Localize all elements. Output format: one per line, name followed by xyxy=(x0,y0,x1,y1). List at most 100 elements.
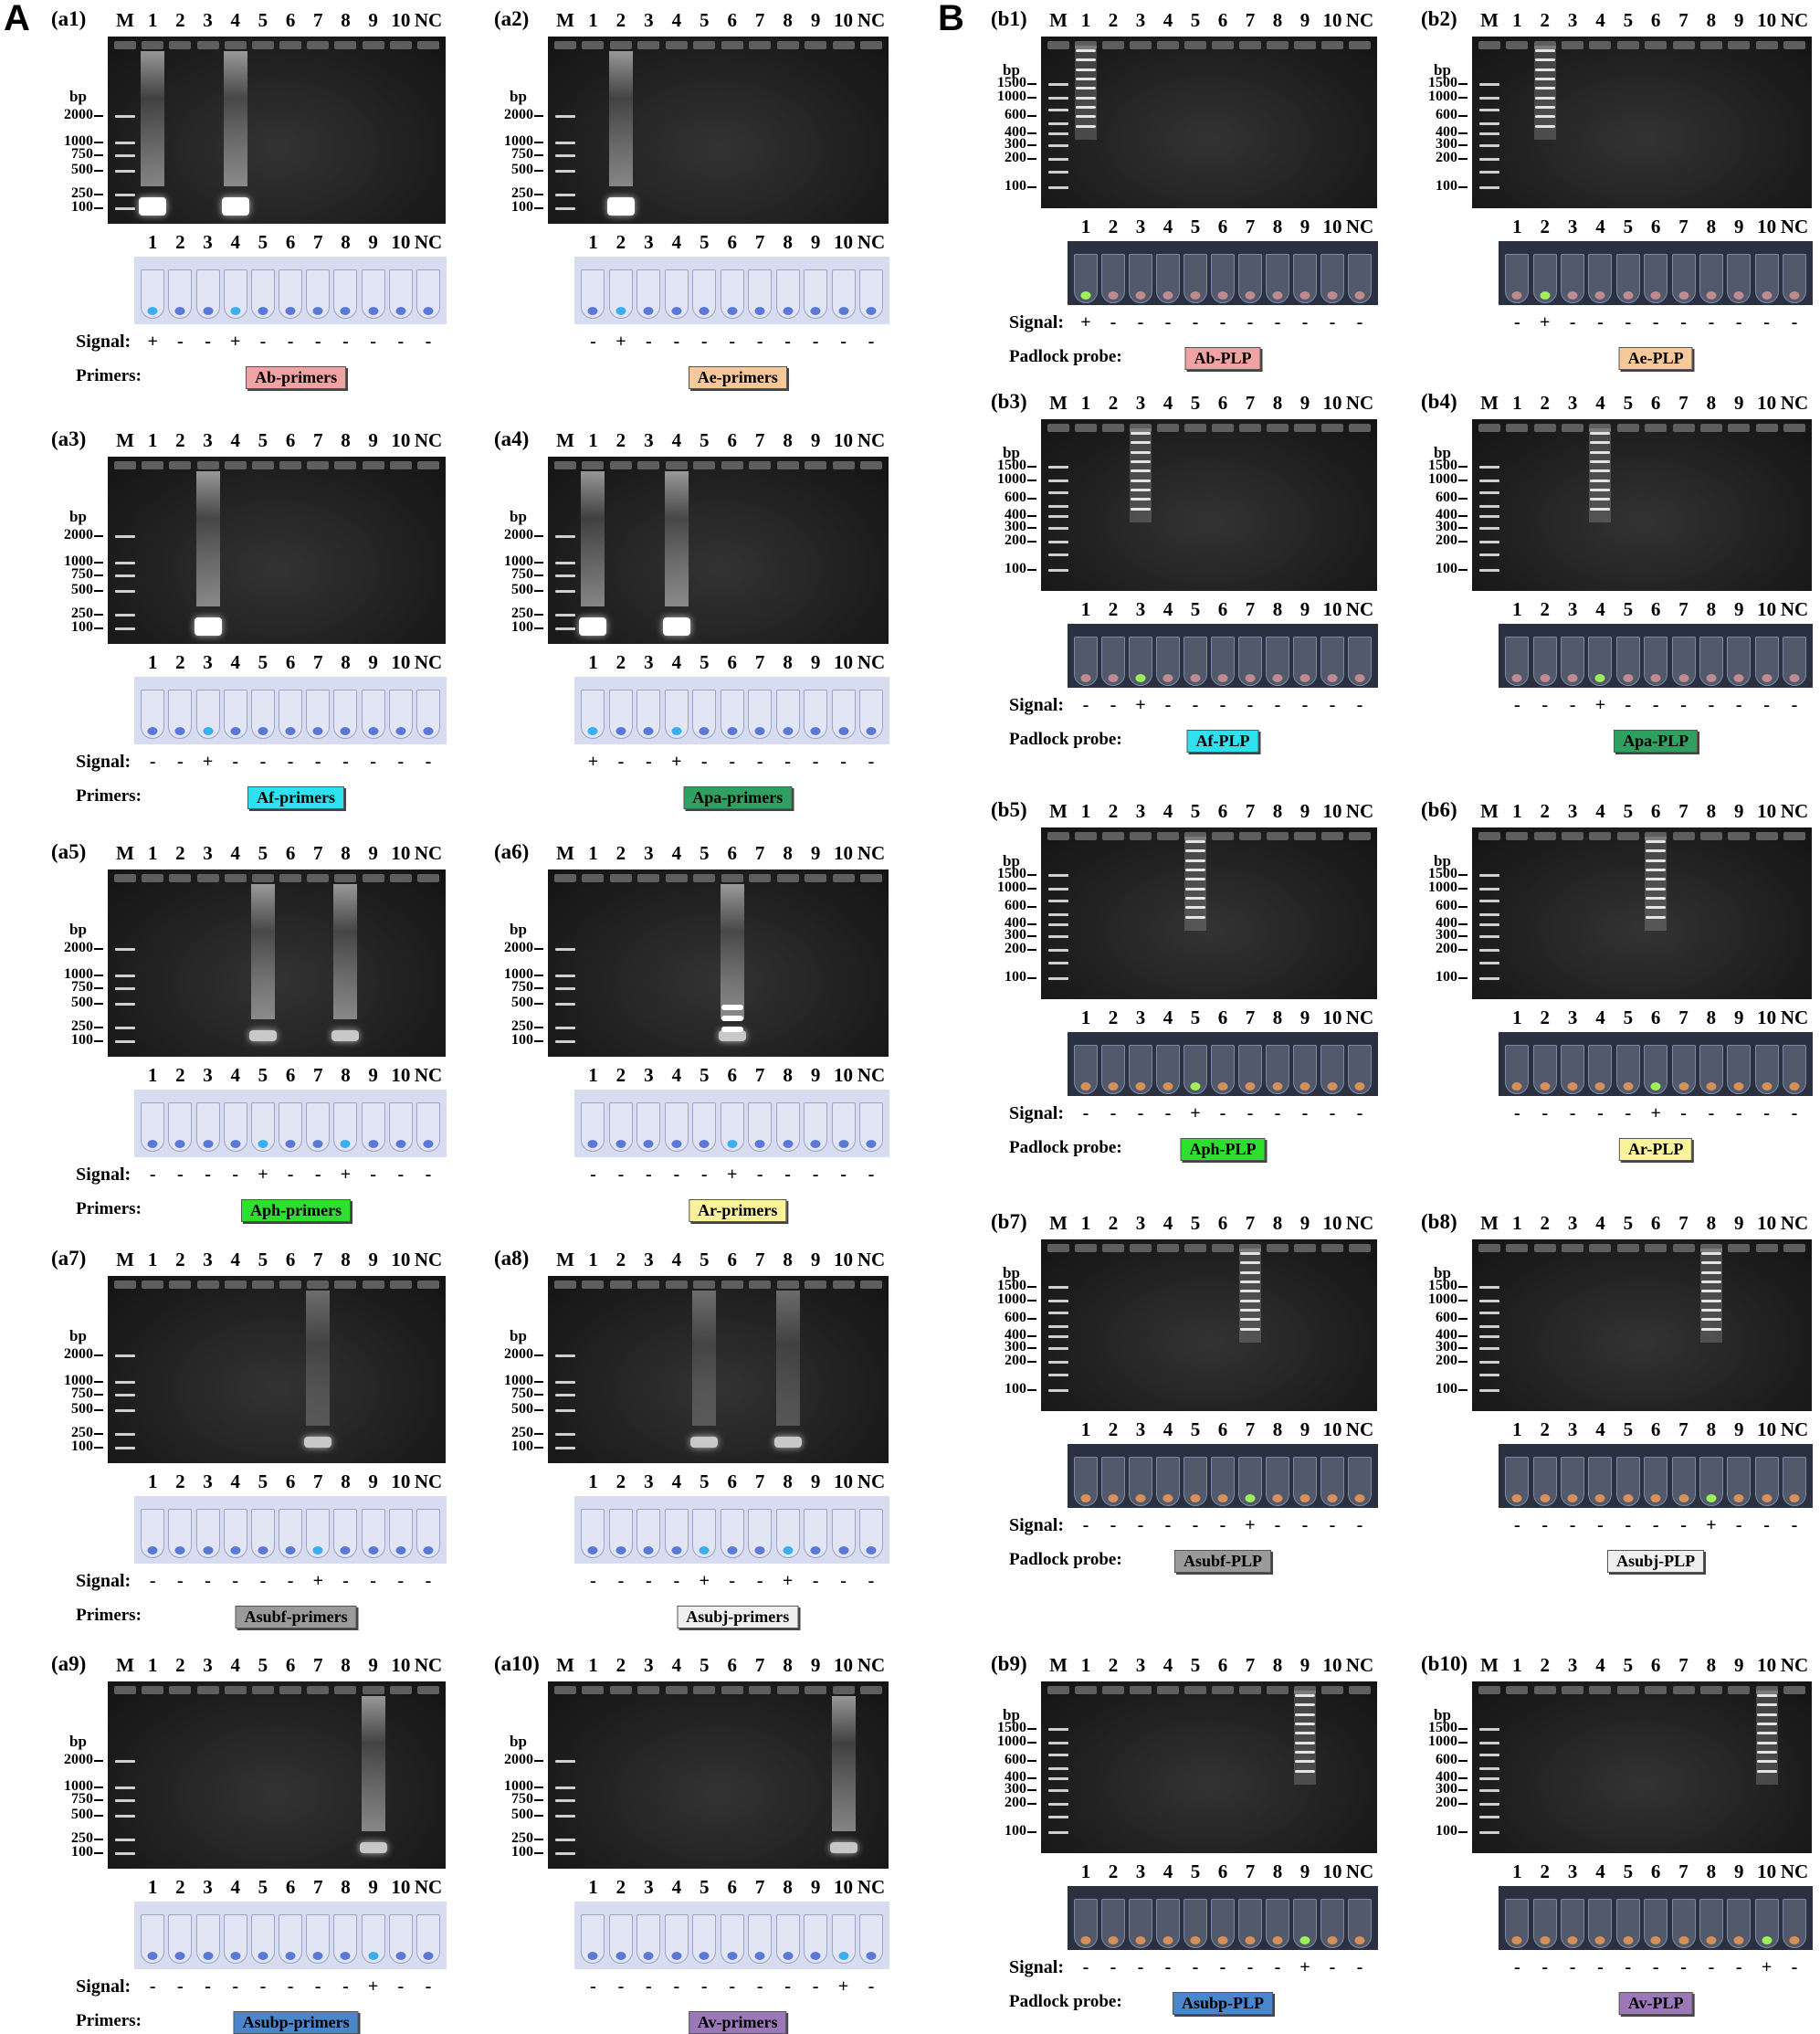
panel-a3-signal-value: - xyxy=(287,752,294,772)
panel-b2-signal-value: - xyxy=(1735,312,1742,332)
panel-b1-tube-photo xyxy=(1068,241,1378,305)
panel-a4-signal-value: - xyxy=(812,752,819,772)
panel-a2-tube-lane-label: 1 xyxy=(588,231,598,253)
panel-b10-tube-lane-label: 4 xyxy=(1595,1860,1605,1882)
tube-solution xyxy=(368,307,379,315)
ladder-band xyxy=(1479,479,1499,482)
gel-well xyxy=(251,1280,274,1289)
panel-b4-lane-label: 3 xyxy=(1567,392,1578,414)
panel-b7-lane-label: NC xyxy=(1345,1212,1374,1234)
panel-a2-tube-lane-label: 5 xyxy=(700,231,710,253)
panel-b9-lane-label: M xyxy=(1049,1654,1068,1676)
ladder-band xyxy=(1479,515,1499,519)
tube-solution xyxy=(1567,1936,1578,1944)
tube xyxy=(333,269,358,319)
tube-solution xyxy=(1623,1936,1634,1944)
tube xyxy=(804,690,828,739)
tube-solution xyxy=(1354,674,1365,682)
marker-tick xyxy=(1027,465,1036,468)
panel-b2-gel-image xyxy=(1472,37,1812,208)
panel-b8-signal-value: - xyxy=(1514,1515,1520,1535)
panel-b1-signal-value: + xyxy=(1080,312,1091,332)
tube-solution xyxy=(810,307,821,315)
gel-well xyxy=(1102,832,1124,840)
panel-b8-tube-lane-label: 4 xyxy=(1595,1418,1605,1440)
marker-tick xyxy=(534,974,543,976)
marker-tick xyxy=(1458,1760,1468,1763)
tube xyxy=(333,1509,358,1558)
tube xyxy=(195,1509,220,1558)
panel-a9-label: (a9) xyxy=(51,1652,87,1675)
rca-ladder-band xyxy=(1590,460,1611,464)
ladder-band xyxy=(1048,515,1068,519)
panel-b6-signal-value: - xyxy=(1541,1103,1549,1123)
gel-well xyxy=(224,874,247,882)
panel-b7-signal-value: - xyxy=(1137,1515,1144,1535)
panel-a8-tube-lane-label: 1 xyxy=(588,1470,598,1492)
panel-b4-lane-label: 9 xyxy=(1734,392,1744,414)
marker-tick xyxy=(1027,1777,1036,1780)
gel-well xyxy=(279,461,302,469)
marker-tick xyxy=(1027,949,1036,952)
panel-b4-tube-lane-label: 4 xyxy=(1595,598,1605,620)
panel-a3-tube-lane-label: 6 xyxy=(285,651,296,673)
panel-a3-tube-photo xyxy=(134,677,447,744)
tube xyxy=(416,1102,440,1152)
gel-well xyxy=(251,1686,274,1694)
tube-solution xyxy=(285,1546,296,1554)
panel-b1-marker-label: 400 xyxy=(1005,124,1026,141)
panel-a7-signal-value: - xyxy=(232,1571,239,1591)
panel-a5-lane-label: 7 xyxy=(313,842,323,864)
tube xyxy=(1699,254,1723,303)
panel-a5-tube-lane-label: 10 xyxy=(391,1064,411,1086)
gel-well xyxy=(582,461,605,469)
rca-smear xyxy=(1130,428,1152,523)
panel-b9-signal-value: - xyxy=(1356,1957,1363,1977)
tube-solution xyxy=(1789,1082,1800,1091)
rca-ladder-band xyxy=(1590,479,1611,482)
marker-tick xyxy=(1027,906,1036,909)
tube-solution xyxy=(1299,1082,1310,1091)
marker-tick xyxy=(94,574,103,577)
panel-b10-lane-label: 5 xyxy=(1623,1654,1634,1676)
panel-b5-lane-label: NC xyxy=(1345,800,1374,822)
tube-solution xyxy=(615,727,626,735)
panel-a9-tube-lane-label: 6 xyxy=(285,1876,296,1898)
ladder-band xyxy=(115,1851,135,1855)
tube xyxy=(1156,1045,1180,1094)
tube xyxy=(1588,1457,1613,1506)
panel-b5-tube-lane-label: 5 xyxy=(1190,1006,1201,1028)
tube-solution xyxy=(1678,1082,1689,1091)
ladder-band xyxy=(1048,132,1068,136)
panel-b4-tube-lane-label: 10 xyxy=(1757,598,1777,620)
panel-a1-lane-label: 8 xyxy=(341,9,351,31)
ladder-band xyxy=(1048,949,1068,953)
panel-a9-tube-lane-label: 2 xyxy=(175,1876,185,1898)
panel-b5-tube-lane-label: 10 xyxy=(1322,1006,1342,1028)
panel-b6-marker-label: 400 xyxy=(1436,915,1457,932)
panel-a10-tube-lane-label: NC xyxy=(857,1876,886,1898)
panel-b4-marker-label: 400 xyxy=(1436,507,1457,523)
ladder-band xyxy=(555,206,575,210)
marker-tick xyxy=(1458,541,1468,543)
panel-b7-lane-label: 10 xyxy=(1322,1212,1342,1234)
marker-tick xyxy=(1458,185,1468,188)
tube xyxy=(1293,1045,1317,1094)
panel-b8-lane-label: 2 xyxy=(1540,1212,1550,1234)
ladder-band xyxy=(1048,1753,1068,1756)
panel-a6-tube-lane-label: 5 xyxy=(700,1064,710,1086)
gel-well xyxy=(1755,1244,1778,1252)
panel-b4-tube-lane-label: 7 xyxy=(1678,598,1688,620)
tube xyxy=(1699,637,1723,686)
tube xyxy=(416,1914,440,1964)
panel-a9-marker-label: 1000 xyxy=(64,1777,93,1794)
gel-well xyxy=(665,461,688,469)
marker-tick xyxy=(534,574,543,577)
tube-solution xyxy=(866,1546,877,1554)
panel-a9-bp-heading: bp xyxy=(69,1733,87,1751)
panel-b8-tube-lane-label: 6 xyxy=(1650,1418,1661,1440)
gel-well xyxy=(142,461,164,469)
panel-b5-probe-name: Aph-PLP xyxy=(1180,1138,1266,1161)
tube xyxy=(388,269,413,319)
ladder-band xyxy=(1048,1388,1068,1392)
